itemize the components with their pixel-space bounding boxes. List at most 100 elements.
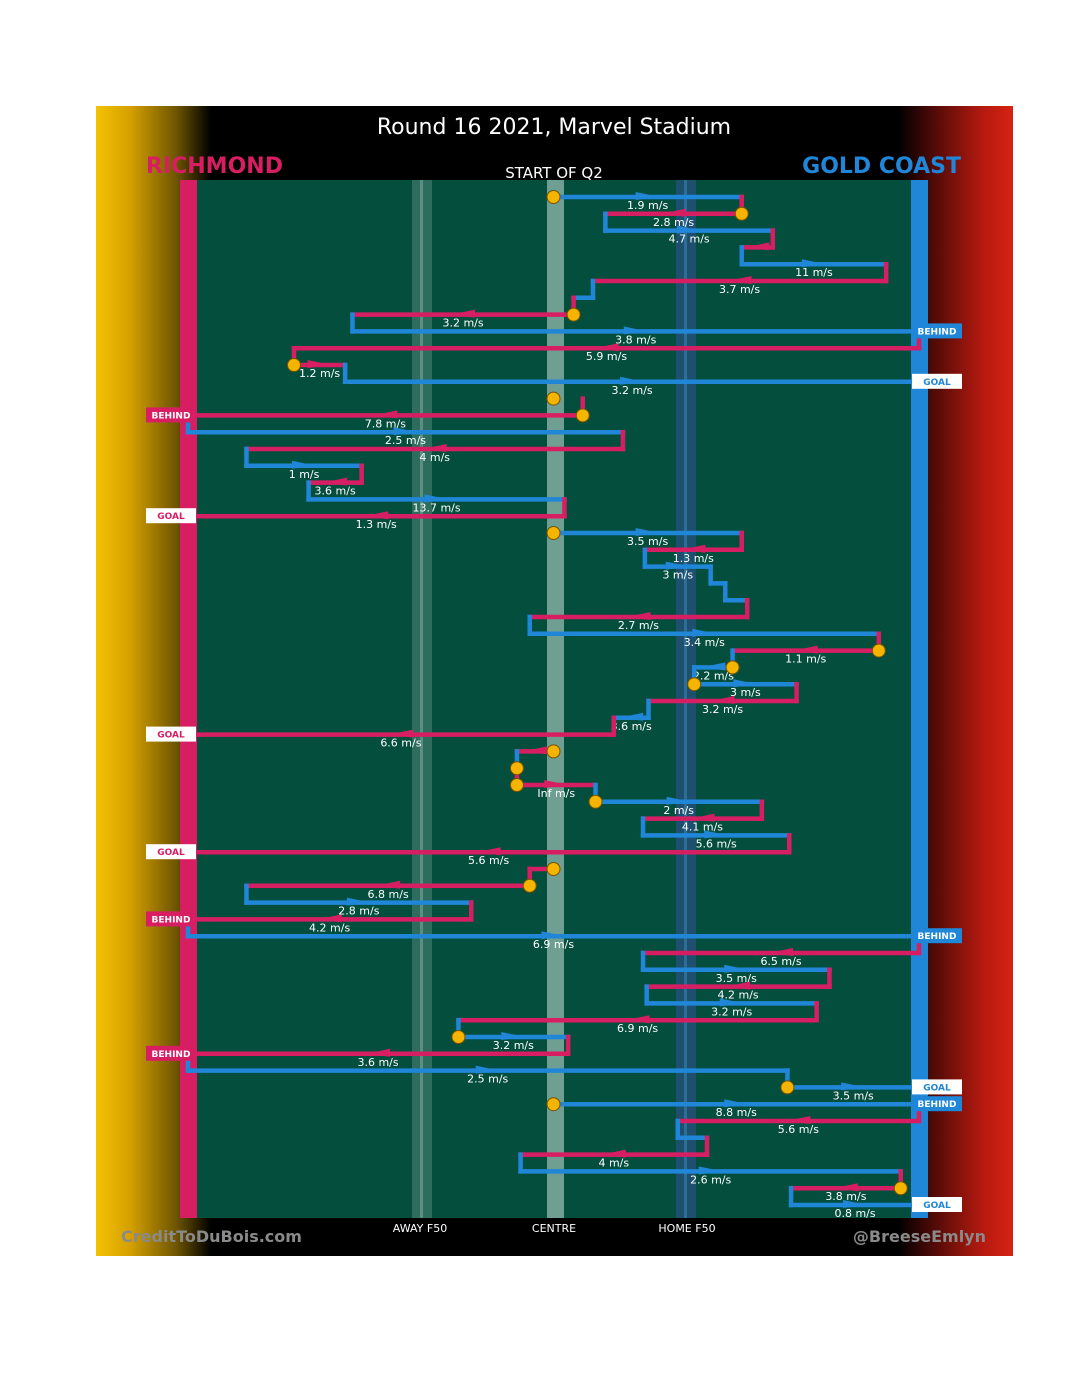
speed-label: 6.5 m/s (760, 955, 801, 968)
direction-arrow (719, 998, 744, 1007)
speed-label: 3.4 m/s (684, 636, 725, 649)
direction-arrow (681, 544, 706, 553)
stoppage-marker (451, 1030, 466, 1044)
speed-label: 3.2 m/s (442, 317, 483, 330)
speed-label: 2.5 m/s (467, 1073, 508, 1086)
score-tag-label: GOAL (157, 731, 185, 741)
speed-label: 5.6 m/s (778, 1123, 819, 1136)
score-tag-behind: BEHIND (912, 928, 962, 944)
direction-arrow (523, 746, 548, 755)
segments-layer: 1.9 m/s 2.8 m/s 4.7 m/s 11 m/s 3.7 m/s 3.2 m/… (185, 192, 922, 1220)
direction-arrow (388, 729, 413, 738)
speed-label: 1.3 m/s (356, 518, 397, 531)
speed-label: 1.1 m/s (785, 653, 826, 666)
direction-arrow (594, 343, 619, 352)
direction-arrow (769, 948, 794, 956)
direction-arrow (623, 326, 648, 335)
direction-arrow (833, 1183, 858, 1192)
score-tag-box (146, 407, 196, 423)
score-tag-label: BEHIND (152, 411, 191, 421)
speed-label: 1.2 m/s (299, 367, 340, 380)
stoppage-marker (871, 643, 886, 658)
score-tag-label: GOAL (923, 1201, 951, 1211)
direction-arrow (620, 376, 645, 385)
direction-arrow (422, 444, 447, 452)
speed-label: 4.2 m/s (717, 989, 758, 1002)
stoppage-marker (546, 1097, 561, 1112)
speed-label: 3.6 m/s (357, 1056, 398, 1069)
speed-label: 4.7 m/s (669, 233, 710, 246)
direction-arrow (665, 561, 690, 570)
gold-coast-goal-line (911, 180, 928, 1218)
score-tag-behind: BEHIND (146, 1045, 196, 1061)
speed-label: 5.6 m/s (468, 854, 509, 867)
speed-label: 3.5 m/s (833, 1089, 874, 1102)
score-tag-behind: BEHIND (912, 323, 962, 339)
speed-label: 3.8 m/s (615, 333, 656, 346)
stoppage-marker (286, 358, 301, 372)
score-tag-label: BEHIND (152, 1050, 191, 1060)
score-tag-label: BEHIND (918, 932, 957, 942)
speed-label: 3.5 m/s (627, 535, 668, 548)
direction-arrow (801, 259, 826, 268)
direction-arrow (726, 981, 751, 990)
speed-label: 1 m/s (289, 468, 320, 481)
speed-label: 6.9 m/s (533, 938, 574, 951)
score-tag-label: BEHIND (152, 915, 191, 925)
score-tag-goal: GOAL (912, 1197, 962, 1212)
speed-label: 3.2 m/s (711, 1005, 752, 1018)
stoppage-marker (734, 206, 749, 221)
score-tag-goal: GOAL (146, 726, 196, 742)
speed-label: 13.7 m/s (412, 501, 460, 514)
score-tag-box (912, 323, 962, 339)
speed-label: 1.3 m/s (673, 552, 714, 565)
x-tick-centre: CENTRE (532, 1222, 576, 1235)
speed-label: 2.8 m/s (653, 216, 694, 229)
speed-label: 2.8 m/s (338, 905, 379, 918)
direction-arrow (677, 225, 702, 234)
stoppage-marker (780, 1080, 795, 1095)
direction-arrow (666, 796, 691, 805)
direction-arrow (701, 662, 726, 671)
speed-label: Inf m/s (537, 787, 575, 800)
direction-arrow (692, 628, 717, 637)
score-tag-goal: GOAL (912, 373, 962, 389)
stoppage-marker (509, 778, 524, 792)
direction-arrow (724, 964, 749, 973)
direction-arrow (451, 309, 476, 318)
direction-arrow (661, 208, 686, 217)
speed-label: 6.6 m/s (380, 737, 421, 750)
direction-arrow (544, 780, 569, 788)
markers-layer (286, 190, 908, 1196)
direction-arrow (501, 1032, 526, 1040)
direction-arrow (476, 847, 501, 856)
score-tag-goal: GOAL (146, 844, 196, 860)
direction-arrow (704, 830, 729, 839)
score-tag-box (146, 1045, 196, 1061)
speed-label: 3.2 m/s (493, 1039, 534, 1052)
stoppage-marker (546, 862, 561, 876)
direction-arrow (366, 1048, 391, 1057)
stoppage-marker (588, 794, 603, 809)
speed-label: 1.9 m/s (627, 199, 668, 212)
direction-arrow (346, 897, 371, 906)
direction-arrow (601, 1149, 626, 1158)
speed-label: 2.6 m/s (690, 1173, 731, 1186)
direction-arrow (841, 1082, 866, 1091)
score-tag-box (146, 911, 196, 927)
credit-left: CreditToDuBois.com (121, 1227, 302, 1246)
direction-arrow (690, 813, 715, 822)
score-tag-box (912, 1079, 962, 1095)
stoppage-marker (522, 878, 537, 893)
speed-label: 3.6 m/s (611, 720, 652, 733)
direction-arrow (793, 645, 818, 654)
scores-layer: BEHIND GOAL BEHIND GOAL GOAL GOAL BEHIND BEHIND… (146, 323, 962, 1212)
stoppage-marker (509, 761, 524, 776)
speed-label: 2.2 m/s (693, 669, 734, 682)
score-tag-label: GOAL (923, 1083, 951, 1093)
score-tag-box (146, 508, 196, 524)
direction-arrow (786, 1116, 811, 1124)
direction-arrow (424, 494, 449, 503)
stoppage-marker (566, 307, 581, 322)
score-tag-box (912, 1197, 962, 1212)
